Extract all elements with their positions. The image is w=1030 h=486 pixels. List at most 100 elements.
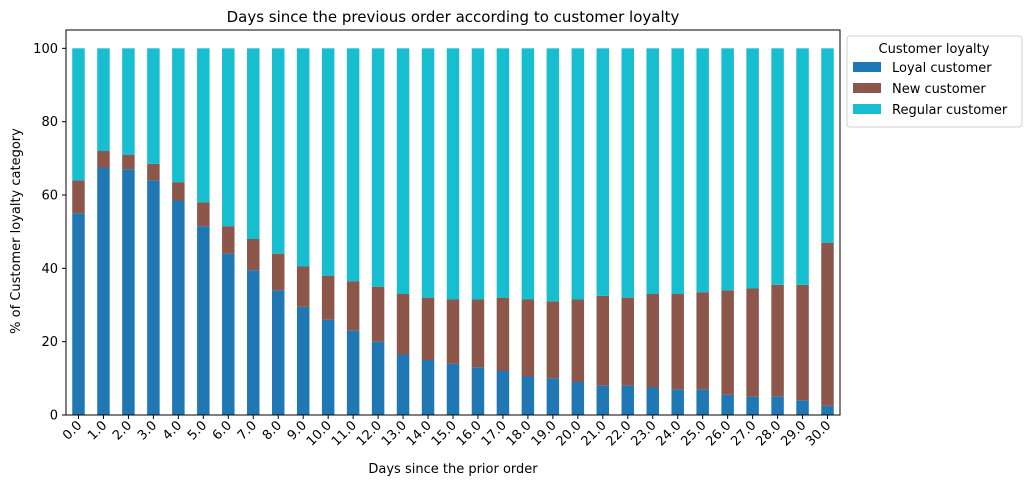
legend-swatch-new-customer <box>853 83 881 93</box>
legend-label-new-customer: New customer <box>892 82 986 97</box>
bar-segment-regular-customer-30.0 <box>821 48 834 243</box>
x-tick-label: 23.0 <box>628 418 659 449</box>
bar-segment-new-customer-20.0 <box>571 299 585 382</box>
bar-segment-new-customer-4.0 <box>172 182 185 201</box>
bar-segment-loyal-customer-9.0 <box>296 306 310 415</box>
x-tick-label: 10.0 <box>304 418 335 449</box>
y-tick-label: 60 <box>41 189 58 204</box>
bar-segment-regular-customer-29.0 <box>796 48 809 285</box>
bar-segment-regular-customer-27.0 <box>746 48 759 289</box>
bar-segment-loyal-customer-24.0 <box>671 389 684 415</box>
x-tick-label: 16.0 <box>454 418 485 449</box>
legend-entries: Loyal customer New customer Regular custom… <box>853 61 1008 118</box>
bar-segment-regular-customer-10.0 <box>321 48 335 276</box>
x-axis: 0.0 1.0 2.0 3.0 4.0 5.0 6.0 7.0 8.0 9.010.011.012… <box>60 415 834 449</box>
bar-segment-loyal-customer-4.0 <box>172 200 185 415</box>
legend: Customer loyalty Loyal customer New custo… <box>846 35 1023 128</box>
bar-segment-regular-customer-28.0 <box>771 48 784 285</box>
bar-segment-regular-customer-16.0 <box>471 48 485 300</box>
bar-segment-regular-customer-22.0 <box>621 48 635 298</box>
bar-segment-loyal-customer-23.0 <box>646 387 659 415</box>
bar-segment-regular-customer-23.0 <box>646 48 659 294</box>
bar-segment-new-customer-16.0 <box>471 299 485 368</box>
bar-segment-regular-customer-1.0 <box>97 48 110 151</box>
bar-segment-loyal-customer-2.0 <box>122 169 135 415</box>
bar-segment-regular-customer-8.0 <box>271 48 285 254</box>
bar-segment-regular-customer-15.0 <box>446 48 460 300</box>
bar-segment-loyal-customer-21.0 <box>596 385 610 415</box>
bar-segment-regular-customer-4.0 <box>172 48 185 183</box>
bar-segment-new-customer-2.0 <box>122 154 135 170</box>
bar-segment-regular-customer-3.0 <box>147 48 160 164</box>
bar-segment-regular-customer-20.0 <box>571 48 585 300</box>
bar-segment-new-customer-7.0 <box>247 239 260 271</box>
bar-segment-loyal-customer-22.0 <box>621 385 635 415</box>
bar-segment-new-customer-29.0 <box>796 284 809 401</box>
x-tick-label: 21.0 <box>579 418 610 449</box>
bar-segment-regular-customer-9.0 <box>296 48 310 267</box>
bar-segment-regular-customer-2.0 <box>122 48 135 155</box>
bar-segment-loyal-customer-30.0 <box>821 405 834 415</box>
bar-segment-new-customer-25.0 <box>696 292 709 390</box>
bar-segment-regular-customer-19.0 <box>546 48 560 302</box>
bar-segment-regular-customer-26.0 <box>721 48 734 291</box>
x-tick-label: 7.0 <box>235 418 260 443</box>
bar-segment-new-customer-1.0 <box>97 151 110 168</box>
x-tick-label: 27.0 <box>728 418 759 449</box>
y-axis: 0 20 40 60 80 100 <box>33 42 66 424</box>
chart-title: Days since the previous order according … <box>227 8 680 26</box>
bar-segment-regular-customer-17.0 <box>496 48 510 298</box>
legend-title: Customer loyalty <box>879 42 990 57</box>
bar-segment-loyal-customer-28.0 <box>771 396 784 415</box>
bar-segment-loyal-customer-10.0 <box>321 319 335 415</box>
bar-segment-regular-customer-7.0 <box>247 48 260 239</box>
bars-group <box>72 48 834 415</box>
bar-segment-regular-customer-11.0 <box>346 48 360 282</box>
bar-segment-loyal-customer-17.0 <box>496 371 510 415</box>
x-tick-label: 12.0 <box>354 418 385 449</box>
legend-swatch-loyal-customer <box>853 62 881 72</box>
bar-segment-new-customer-26.0 <box>721 290 734 395</box>
bar-segment-loyal-customer-14.0 <box>421 360 435 415</box>
legend-label-regular-customer: Regular customer <box>892 103 1008 118</box>
bar-segment-new-customer-9.0 <box>296 266 310 307</box>
x-tick-label: 17.0 <box>479 418 510 449</box>
bar-segment-loyal-customer-0.0 <box>72 213 85 415</box>
x-tick-label: 20.0 <box>554 418 585 449</box>
bar-segment-loyal-customer-5.0 <box>197 226 210 415</box>
bar-segment-regular-customer-6.0 <box>222 48 235 227</box>
x-tick-label: 3.0 <box>135 418 160 443</box>
x-tick-label: 18.0 <box>504 418 535 449</box>
bar-segment-loyal-customer-16.0 <box>471 367 485 415</box>
bar-segment-new-customer-24.0 <box>671 294 684 390</box>
x-axis-label: Days since the prior order <box>368 462 538 477</box>
y-tick-label: 40 <box>41 262 58 277</box>
bar-segment-loyal-customer-18.0 <box>521 376 535 415</box>
legend-frame <box>846 35 1023 128</box>
bar-segment-loyal-customer-26.0 <box>721 394 734 415</box>
x-tick-label: 24.0 <box>653 418 684 449</box>
y-tick-label: 80 <box>41 115 58 130</box>
y-axis-label: % of Customer loyalty category <box>9 128 24 334</box>
x-tick-label: 11.0 <box>329 418 360 449</box>
bar-segment-new-customer-23.0 <box>646 294 659 388</box>
bar-segment-new-customer-5.0 <box>197 202 210 227</box>
bar-segment-loyal-customer-19.0 <box>546 378 560 415</box>
bar-segment-loyal-customer-8.0 <box>271 290 285 415</box>
y-tick-label: 20 <box>41 335 58 350</box>
x-tick-label: 1.0 <box>85 418 110 443</box>
bar-segment-new-customer-8.0 <box>271 253 285 291</box>
x-tick-label: 15.0 <box>429 418 460 449</box>
bar-segment-new-customer-21.0 <box>596 295 610 386</box>
bar-segment-new-customer-3.0 <box>147 163 160 181</box>
bar-segment-new-customer-0.0 <box>72 180 85 214</box>
bar-segment-new-customer-27.0 <box>746 288 759 397</box>
x-tick-label: 25.0 <box>678 418 709 449</box>
bar-segment-loyal-customer-20.0 <box>571 382 585 415</box>
bar-segment-loyal-customer-29.0 <box>796 400 809 415</box>
x-tick-label: 29.0 <box>778 418 809 449</box>
x-tick-label: 30.0 <box>803 418 834 449</box>
x-tick-label: 28.0 <box>753 418 784 449</box>
bar-segment-loyal-customer-13.0 <box>396 354 410 415</box>
bar-segment-loyal-customer-15.0 <box>446 363 460 415</box>
